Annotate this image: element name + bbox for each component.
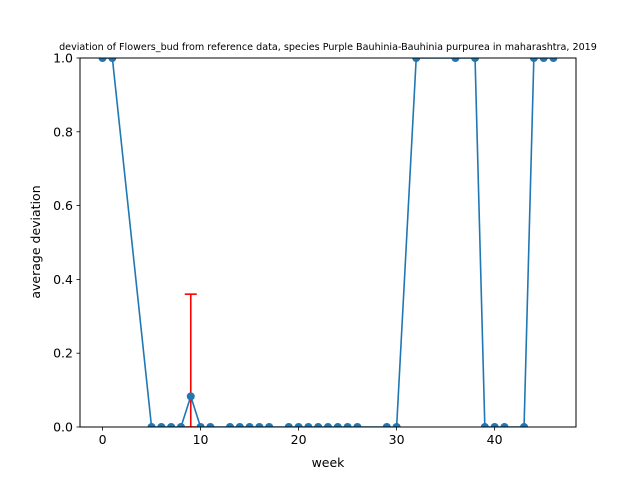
data-point xyxy=(304,423,313,427)
x-tick-label: 20 xyxy=(291,432,307,447)
y-axis-ticks: 0.0 0.2 0.4 0.6 0.8 1.0 xyxy=(53,51,80,435)
data-point xyxy=(480,423,489,427)
y-tick-label: 1.0 xyxy=(53,51,73,66)
axes-frame xyxy=(79,57,577,428)
data-point xyxy=(206,423,215,427)
y-tick-label: 0.2 xyxy=(53,346,73,361)
x-tick-label: 40 xyxy=(487,432,503,447)
data-point xyxy=(549,58,558,62)
data-point xyxy=(265,423,274,427)
y-tick-label: 0.8 xyxy=(53,124,73,139)
data-point xyxy=(353,423,362,427)
y-tick-label: 0.0 xyxy=(53,420,73,435)
data-point xyxy=(451,58,460,62)
data-point xyxy=(392,423,401,427)
data-point xyxy=(108,58,117,62)
y-tick-label: 0.6 xyxy=(53,198,73,213)
data-point xyxy=(147,423,156,427)
x-axis-ticks: 0 10 20 30 40 xyxy=(99,427,503,447)
data-point xyxy=(520,423,529,427)
data-point xyxy=(343,423,352,427)
x-tick-label: 30 xyxy=(389,432,405,447)
x-tick-label: 0 xyxy=(99,432,107,447)
data-point xyxy=(539,58,548,62)
data-point xyxy=(294,423,303,427)
data-point xyxy=(324,423,332,427)
data-point xyxy=(157,423,166,427)
data-point xyxy=(382,423,391,427)
data-point xyxy=(471,58,480,62)
data-point xyxy=(225,423,234,427)
data-point xyxy=(255,423,264,427)
data-point xyxy=(186,392,195,401)
plot-area xyxy=(98,58,558,427)
series-line xyxy=(102,58,554,427)
data-point xyxy=(529,58,538,62)
data-point xyxy=(333,423,342,427)
data-point xyxy=(412,58,421,62)
data-point xyxy=(196,423,205,427)
y-axis-label: average deviation xyxy=(28,185,43,298)
chart-title: deviation of Flowers_bud from reference … xyxy=(59,42,597,53)
data-point xyxy=(245,423,254,427)
data-point xyxy=(235,423,244,427)
data-point xyxy=(98,58,107,62)
data-point xyxy=(500,423,509,427)
data-point xyxy=(176,423,185,427)
data-point xyxy=(314,423,323,427)
x-tick-label: 10 xyxy=(193,432,209,447)
data-point xyxy=(167,423,176,427)
data-point xyxy=(490,423,499,427)
y-tick-label: 0.4 xyxy=(53,272,73,287)
data-point xyxy=(284,423,293,427)
x-axis-label: week xyxy=(312,455,346,470)
